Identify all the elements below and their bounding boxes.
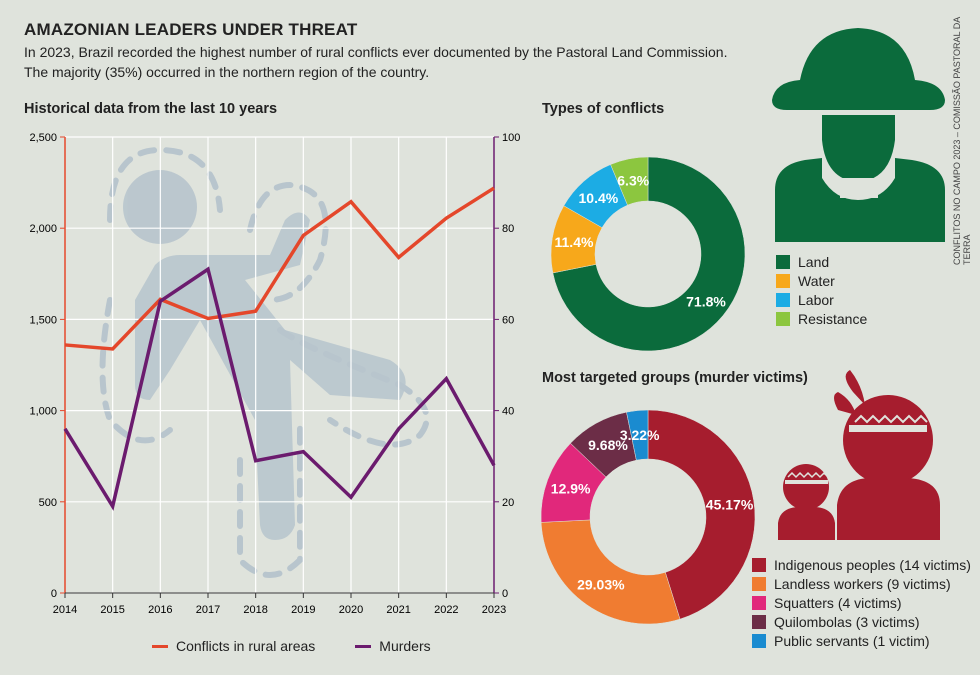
dashed-outline <box>247 181 329 303</box>
donut-types-of-conflicts: 71.8% 11.4% 10.4% 6.3% <box>550 156 746 352</box>
indigenous-people-icon <box>778 370 940 540</box>
donut1-legend: Land Water Labor Resistance <box>776 254 867 330</box>
y-tick-right: 20 <box>502 497 514 509</box>
slice-label: 10.4% <box>579 190 619 206</box>
series-line-conflicts <box>64 186 495 351</box>
series-line-murders <box>63 266 496 511</box>
legend-item: Land <box>776 254 867 270</box>
y-tick-left: 500 <box>39 497 57 509</box>
legend-item: Labor <box>776 292 867 308</box>
legend-item: Resistance <box>776 311 867 327</box>
slice-label: 71.8% <box>686 294 726 310</box>
donut-slice <box>626 409 649 461</box>
donut-slice <box>647 409 756 620</box>
legend-item: Quilombolas (3 victims) <box>752 614 971 630</box>
x-tick-label: 2016 <box>148 604 172 616</box>
x-tick-label: 2018 <box>243 604 267 616</box>
legend-label: Landless workers (9 victims) <box>774 576 951 592</box>
slice-label: 29.03% <box>577 577 625 593</box>
donut-targeted-groups: 45.17% 29.03% 12.9% 9.68%3.22% <box>540 409 756 625</box>
dashed-outline <box>237 417 303 578</box>
dashed-outline <box>277 327 430 448</box>
legend-label: Water <box>798 273 835 289</box>
y-tick-right: 80 <box>502 223 514 235</box>
farmer-hat-icon <box>772 28 945 242</box>
legend-label: Labor <box>798 292 834 308</box>
legend-swatch <box>752 634 766 648</box>
legend-item: Public servants (1 victim) <box>752 633 971 649</box>
legend-swatch <box>752 558 766 572</box>
slice-label: 3.22% <box>620 427 660 443</box>
donut-slice <box>540 519 681 625</box>
y-tick-right: 0 <box>502 588 508 600</box>
legend-label: Conflicts in rural areas <box>176 638 316 654</box>
x-tick-label: 2017 <box>196 604 220 616</box>
legend-swatch <box>776 255 790 269</box>
legend-swatch <box>355 644 372 648</box>
y-tick-left: 1,500 <box>29 314 57 326</box>
legend-label: Murders <box>379 638 431 654</box>
slice-label: 12.9% <box>551 480 591 496</box>
x-tick-label: 2015 <box>100 604 124 616</box>
x-tick-label: 2022 <box>434 604 458 616</box>
x-tick-label: 2023 <box>482 604 506 616</box>
y-tick-right: 100 <box>502 132 520 144</box>
dashed-outline <box>107 146 223 223</box>
y-tick-left: 2,000 <box>29 223 57 235</box>
y-tick-right: 60 <box>502 314 514 326</box>
line-chart-legend: Conflicts in rural areas Murders <box>152 638 431 654</box>
subtitle-line-1: In 2023, Brazil recorded the highest num… <box>24 44 728 60</box>
legend-label: Public servants (1 victim) <box>774 633 930 649</box>
line-chart: 0 0 500 20 1,000 40 1,500 60 2,000 80 2,500 100 2014… <box>29 132 520 616</box>
legend-item: Water <box>776 273 867 289</box>
slice-label: 9.68% <box>588 437 628 453</box>
legend-label: Quilombolas (3 victims) <box>774 614 920 630</box>
donut2-legend: Indigenous peoples (14 victims) Landless … <box>752 557 971 652</box>
slice-label: 6.3% <box>617 172 649 188</box>
legend-label: Resistance <box>798 311 868 327</box>
slice-label: 45.17% <box>706 497 754 513</box>
legend-swatch <box>752 596 766 610</box>
page-title: AMAZONIAN LEADERS UNDER THREAT <box>24 20 358 39</box>
legend-item: Landless workers (9 victims) <box>752 576 971 592</box>
legend-swatch <box>776 274 790 288</box>
legend-swatch <box>776 293 790 307</box>
x-tick-label: 2021 <box>386 604 410 616</box>
donut-slice <box>552 156 746 352</box>
y-tick-left: 2,500 <box>29 132 57 144</box>
x-tick-label: 2014 <box>53 604 77 616</box>
fallen-person-icon <box>123 170 406 540</box>
legend-swatch <box>752 615 766 629</box>
legend-label: Land <box>798 254 830 270</box>
legend-item: Indigenous peoples (14 victims) <box>752 557 971 573</box>
legend-item: Squatters (4 victims) <box>752 595 971 611</box>
x-tick-label: 2020 <box>339 604 363 616</box>
dashed-outline <box>99 297 173 444</box>
x-tick-label: 2019 <box>291 604 315 616</box>
y-tick-left: 1,000 <box>29 406 57 418</box>
legend-swatch <box>752 577 766 591</box>
legend-item-murders: Murders <box>355 638 431 654</box>
legend-label: Squatters (4 victims) <box>774 595 902 611</box>
legend-item-conflicts: Conflicts in rural areas <box>152 638 315 654</box>
legend-label: Indigenous peoples (14 victims) <box>774 557 971 573</box>
legend-swatch <box>776 312 790 326</box>
y-tick-right: 40 <box>502 406 514 418</box>
line-chart-title: Historical data from the last 10 years <box>24 101 278 117</box>
donut2-title: Most targeted groups (murder victims) <box>542 370 808 386</box>
legend-swatch <box>152 644 168 648</box>
subtitle-line-2: The majority (35%) occurred in the north… <box>24 64 430 80</box>
donut1-title: Types of conflicts <box>542 101 665 117</box>
donut-slice <box>610 156 649 206</box>
slice-label: 11.4% <box>555 234 594 250</box>
y-tick-left: 0 <box>51 588 57 600</box>
